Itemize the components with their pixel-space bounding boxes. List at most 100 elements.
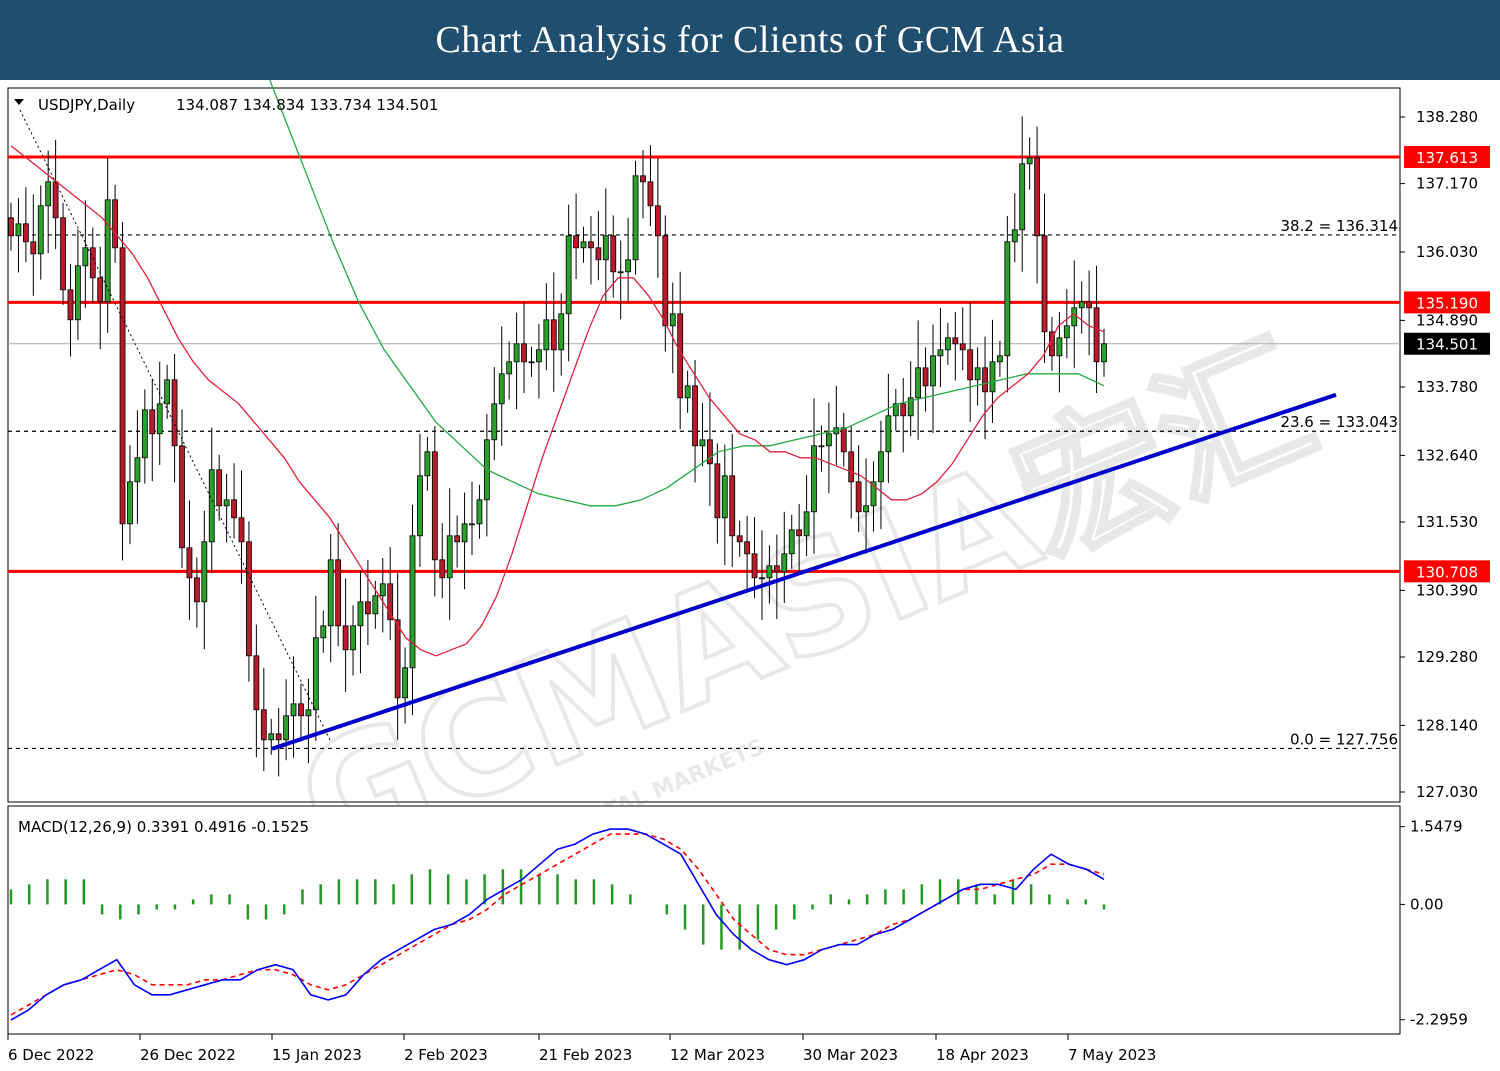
candle-body	[238, 517, 245, 543]
candle-body	[536, 349, 542, 363]
candle-body	[989, 361, 996, 393]
macd-histogram	[9, 869, 1106, 950]
candle-body	[1034, 157, 1040, 237]
candle-body	[818, 445, 825, 448]
candle-body	[119, 247, 126, 525]
candle-body	[387, 583, 394, 621]
candle-body	[974, 367, 981, 381]
candle-body	[8, 217, 14, 237]
candle-body	[253, 655, 260, 711]
candle-body	[283, 715, 290, 741]
price-tick-label: 134.890	[1416, 311, 1478, 329]
candle-body	[335, 559, 342, 627]
date-tick-label: 26 Dec 2022	[140, 1046, 236, 1064]
price-tick-label: 132.640	[1416, 446, 1478, 464]
candle-body	[528, 361, 535, 364]
candle-body	[1093, 307, 1100, 363]
candle-body	[617, 271, 624, 274]
candle-body	[305, 709, 312, 717]
candle-body	[275, 733, 282, 741]
candle-body	[1041, 235, 1048, 333]
chart-canvas: GCMASIA宏汇 GLOBAL CAPITAL MARKETS 138.280…	[7, 80, 1490, 1064]
candle-body	[89, 247, 96, 279]
candle-body	[632, 175, 639, 261]
level-labels: 137.613 135.190 130.708 134.501	[1404, 146, 1490, 583]
price-tick-label: 136.030	[1416, 243, 1478, 261]
candle-body	[364, 601, 371, 615]
macd-tick-label: -2.2959	[1410, 1011, 1468, 1029]
candlesticks	[8, 116, 1107, 777]
price-tick-label: 131.530	[1416, 513, 1478, 531]
price-tick-label: 133.780	[1416, 378, 1478, 396]
fibonacci-levels: 38.2 = 136.314 23.6 = 133.043 0.0 = 127.75…	[8, 217, 1400, 750]
candle-body	[402, 667, 408, 699]
macd-label: MACD(12,26,9) 0.3391 0.4916 -0.1525	[18, 818, 309, 836]
candle-body	[97, 277, 104, 303]
candle-body	[208, 469, 215, 543]
candle-body	[127, 481, 133, 525]
candle-body	[1011, 229, 1018, 243]
trendline	[271, 392, 1337, 751]
candle-body	[141, 409, 148, 459]
candle-body	[67, 289, 74, 321]
candle-body	[736, 535, 743, 543]
candle-body	[193, 577, 200, 603]
price-panel: GCMASIA宏汇 GLOBAL CAPITAL MARKETS 138.280…	[7, 80, 1490, 896]
candle-body	[327, 559, 334, 627]
fibonacci-label: 38.2 = 136.314	[1280, 217, 1398, 235]
candle-body	[320, 625, 327, 639]
date-axis: 6 Dec 2022 26 Dec 2022 15 Jan 2023 2 Feb 20…	[7, 1034, 1156, 1064]
ma-green-line	[269, 80, 1105, 507]
candle-body	[944, 337, 951, 351]
candle-body	[967, 349, 974, 381]
candle-body	[982, 367, 988, 393]
candle-body	[669, 313, 676, 327]
level-price-label: 135.190	[1416, 294, 1478, 312]
candle-body	[164, 379, 171, 405]
candle-body	[952, 337, 959, 345]
candle-body	[1101, 343, 1107, 363]
candle-body	[900, 403, 907, 417]
price-tick-label: 127.030	[1416, 783, 1478, 801]
macd-tick-label: 1.5479	[1410, 818, 1463, 836]
candle-body	[37, 205, 44, 255]
candle-body	[30, 241, 37, 255]
candle-body	[714, 463, 721, 519]
level-price-label: 137.613	[1416, 149, 1478, 167]
candle-body	[997, 355, 1003, 363]
candle-body	[379, 583, 386, 597]
candle-body	[595, 247, 602, 261]
candle-body	[186, 547, 193, 579]
fibonacci-label: 0.0 = 127.756	[1290, 730, 1398, 748]
candle-body	[796, 529, 803, 537]
candle-body	[15, 223, 22, 237]
candle-body	[915, 367, 922, 399]
candle-body	[223, 499, 230, 507]
candle-body	[840, 427, 847, 453]
level-price-tag	[1404, 146, 1490, 169]
candle-body	[45, 181, 52, 207]
fibonacci-label: 23.6 = 133.043	[1280, 413, 1398, 431]
candle-body	[75, 265, 81, 321]
candle-body	[156, 403, 163, 435]
current-price-label: 134.501	[1416, 336, 1478, 354]
price-tick-label: 138.280	[1416, 108, 1478, 126]
candle-body	[640, 175, 646, 183]
price-tick-label: 129.280	[1416, 648, 1478, 666]
candle-body	[773, 565, 780, 573]
candle-body	[1026, 157, 1033, 165]
candle-body	[892, 403, 899, 417]
header-title: Chart Analysis for Clients of GCM Asia	[435, 19, 1065, 61]
candle-body	[246, 541, 252, 657]
candle-body	[52, 181, 59, 219]
candle-body	[60, 217, 66, 291]
candle-body	[1078, 301, 1085, 309]
candle-body	[654, 205, 661, 237]
candle-body	[290, 703, 297, 717]
candle-body	[312, 637, 319, 711]
candle-body	[907, 397, 914, 417]
candle-body	[22, 223, 29, 243]
candle-body	[268, 733, 275, 741]
candle-body	[1086, 301, 1093, 309]
price-tick-label: 137.170	[1416, 175, 1478, 193]
